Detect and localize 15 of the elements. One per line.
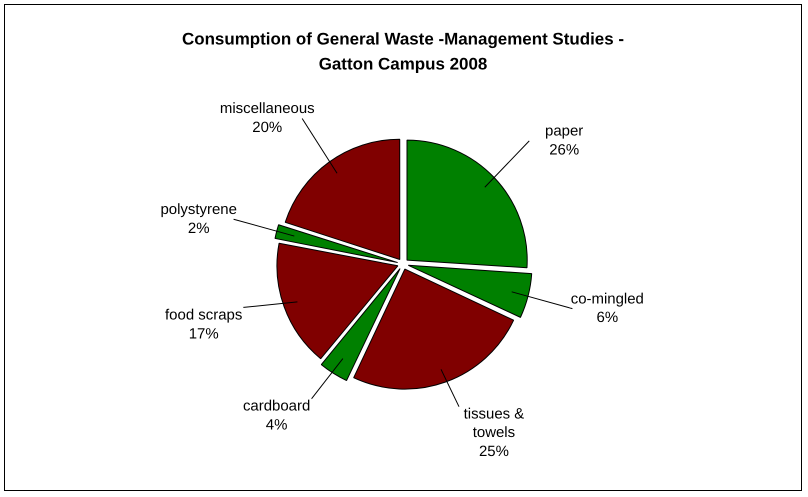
slice-label: miscellaneous: [220, 100, 315, 118]
data-label: 2%: [188, 220, 210, 237]
data-label: 20%: [252, 119, 282, 136]
data-label: 6%: [596, 309, 618, 326]
slice-label: polystyrene: [160, 200, 237, 218]
slice-label: co-mingled: [570, 290, 644, 308]
slice-label: cardboard: [242, 397, 310, 414]
slice-label: tissues & towels: [464, 405, 524, 442]
data-label: 25%: [478, 443, 509, 460]
slice-label: food scraps: [165, 306, 242, 324]
chart-title: Consumption of General Waste -Management Studies - Gatton Campus 2008: [182, 29, 624, 74]
data-label: 26%: [549, 141, 580, 158]
data-label: 4%: [266, 416, 288, 434]
data-label: 17%: [188, 325, 219, 342]
slice-label: paper: [545, 122, 584, 140]
